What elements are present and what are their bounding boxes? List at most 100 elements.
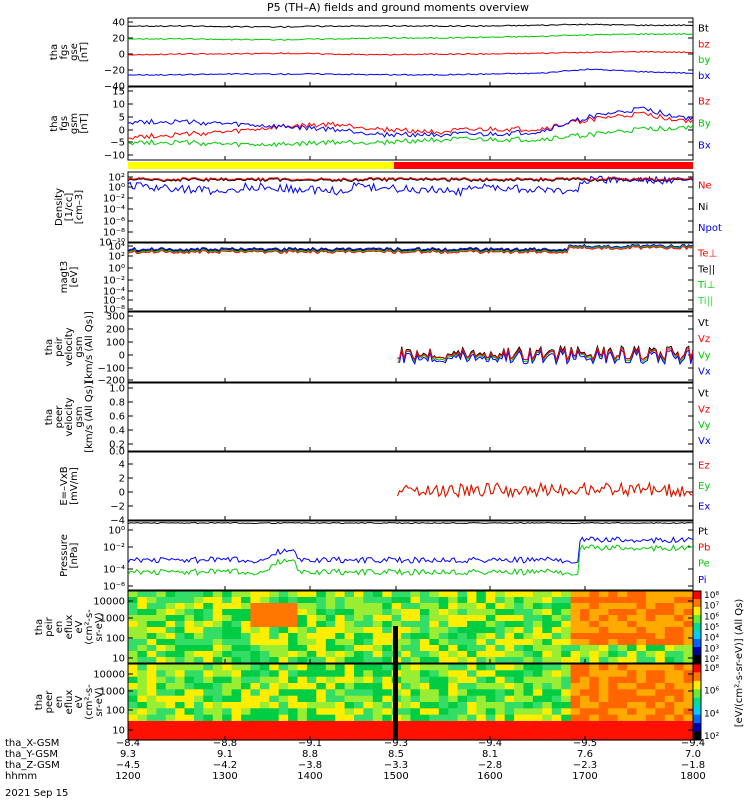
spectrogram-cell [241, 633, 251, 640]
spectrogram-cell [419, 639, 430, 646]
spectrogram-cell [495, 683, 506, 690]
spectrogram-cell [372, 597, 383, 604]
spectrogram-cell [683, 645, 694, 652]
spectrogram-cell [410, 683, 421, 690]
spectrogram-cell [608, 664, 619, 671]
y-axis-label: (cm²-s- [84, 684, 95, 720]
spectrogram-cell [175, 591, 186, 598]
spectrogram-cell [542, 702, 553, 709]
spectrogram-cell [250, 727, 261, 735]
y-axis-label: eV [74, 695, 85, 708]
spectrogram-cell [438, 702, 449, 709]
xaxis-value: −9.1 [298, 738, 322, 749]
spectrogram-cell [222, 727, 233, 735]
xaxis-value: 1400 [297, 771, 322, 782]
colorbar-cell [693, 706, 701, 716]
spectrogram-cell [532, 651, 543, 658]
spectrogram-cell [175, 676, 186, 684]
spectrogram-cell [580, 676, 590, 684]
spectrogram-cell [306, 657, 317, 664]
spectrogram-cell [382, 727, 393, 735]
spectrogram-cell [419, 695, 430, 703]
spectrogram-cell [589, 621, 600, 628]
spectrogram-cell [617, 721, 628, 728]
colorbar-tick-label: 10³ [704, 644, 719, 654]
spectrogram-cell [306, 645, 317, 652]
xaxis-row-label: hhmm [5, 771, 37, 782]
y-tick-label: −5 [110, 138, 125, 149]
spectrogram-cell [259, 695, 270, 703]
spectrogram-cell [467, 651, 477, 658]
spectrogram-cell [645, 689, 656, 697]
spectrogram-cell [476, 714, 487, 722]
spectrogram-cell [156, 597, 167, 604]
spectrogram-cell [259, 615, 270, 622]
legend-vx: Vx [698, 436, 711, 447]
legend-pi: Pi [698, 575, 707, 586]
spectrogram-cell [485, 603, 496, 610]
spectrogram-cell [504, 689, 515, 697]
spectrogram-cell [146, 727, 157, 735]
spectrogram-cell [589, 702, 600, 709]
spectrogram-cell [608, 615, 619, 622]
spectrogram-cell [212, 603, 223, 610]
spectrogram-cell [504, 633, 515, 640]
spectrogram-cell [241, 727, 251, 735]
spectrogram-cell [401, 591, 412, 598]
spectrogram-cell [128, 683, 138, 690]
spectrogram-cell [645, 670, 656, 678]
spectrogram-cell [241, 591, 251, 598]
spectrogram-cell [683, 676, 694, 684]
spectrogram-cell [382, 676, 393, 684]
spectrogram-cell [608, 670, 619, 678]
spectrogram-cell [570, 621, 581, 628]
spectrogram-cell [589, 615, 600, 622]
spectrogram-cell [325, 633, 336, 640]
spectrogram-cell [561, 670, 572, 678]
spectrogram-cell [514, 645, 525, 652]
spectrogram-cell [542, 683, 553, 690]
spectrogram-cell [372, 591, 383, 598]
spectrogram-cell [269, 689, 280, 697]
spectrogram-cell [598, 702, 609, 709]
spectrogram-cell [250, 664, 261, 671]
spectrogram-cell [419, 621, 430, 628]
spectrogram-cell [259, 657, 270, 664]
spectrogram-cell [627, 645, 638, 652]
spectrogram-cell [231, 609, 242, 616]
spectrogram-cell [570, 651, 581, 658]
spectrogram-cell [288, 676, 299, 684]
xaxis-row-label: tha_Z-GSM [5, 760, 60, 771]
spectrogram-cell [128, 721, 138, 728]
spectrogram-cell [222, 639, 233, 646]
spectrogram-cell [514, 615, 525, 622]
spectrogram-cell [664, 664, 675, 671]
spectrogram-cell [259, 664, 270, 671]
spectrogram-cell [645, 695, 656, 703]
spectrogram-cell [259, 645, 270, 652]
spectrogram-cell [627, 633, 638, 640]
spectrogram-cell [457, 727, 468, 735]
spectrogram-cell [608, 609, 619, 616]
spectrogram-cell [146, 591, 157, 598]
spectrogram-cell [222, 645, 233, 652]
spectrogram-cell [589, 627, 600, 634]
spectrogram-cell [128, 621, 138, 628]
spectrogram-cell [354, 714, 364, 722]
spectrogram-cell [561, 645, 572, 652]
spectrogram-cell [570, 721, 581, 728]
spectrogram-cell [128, 689, 138, 697]
spectrogram-cell [175, 609, 186, 616]
spectrogram-cell [193, 708, 204, 716]
spectrogram-cell [580, 615, 590, 622]
spectrogram-cell [306, 689, 317, 697]
spectrogram-cell [156, 651, 167, 658]
spectrogram-cell [683, 727, 694, 735]
spectrogram-cell [146, 639, 157, 646]
spectrogram-cell [476, 727, 487, 735]
series-bz [127, 50, 694, 56]
spectrogram-cell [655, 670, 666, 678]
y-tick-label: 10⁻⁴ [103, 287, 125, 298]
spectrogram-cell [655, 615, 666, 622]
spectrogram-cell [241, 689, 251, 697]
